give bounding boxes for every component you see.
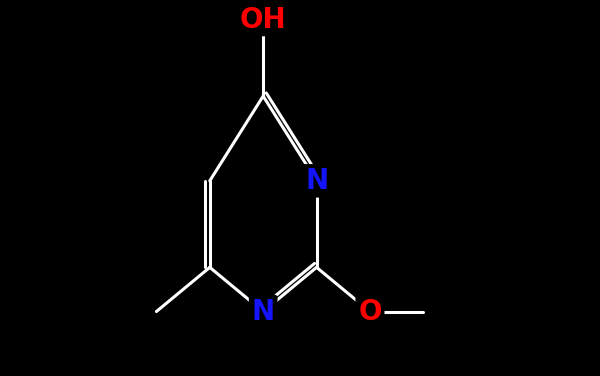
Text: N: N [251, 297, 275, 326]
Text: N: N [251, 297, 275, 326]
Text: N: N [305, 167, 328, 195]
Text: OH: OH [240, 6, 286, 33]
Text: O: O [358, 297, 382, 326]
Text: O: O [358, 297, 382, 326]
Text: OH: OH [240, 6, 286, 33]
Text: N: N [305, 167, 328, 195]
